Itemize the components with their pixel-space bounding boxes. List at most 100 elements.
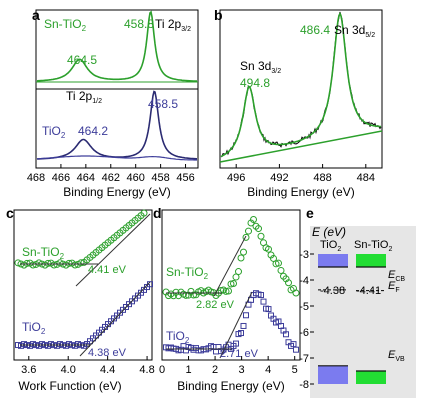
sn-tio2-marker	[257, 232, 265, 240]
sn-tio2-marker	[232, 273, 240, 281]
panel-a-ti2p12-label: Ti 2p1/2	[66, 89, 102, 105]
tio2-marker	[233, 340, 239, 347]
x-tick-label: 0	[159, 364, 165, 376]
x-tick-label: 492	[270, 172, 288, 184]
sn-tio2-marker	[222, 287, 230, 295]
panel-e-band-diagram: e E (eV) -3 -4 -5 -6 -7 -8 TiO2 Sn-TiO2 -4.38…	[299, 205, 416, 398]
tio2-marker	[265, 306, 272, 313]
panel-e-y-ticks: -3 -4 -5 -6 -7 -8	[299, 249, 314, 391]
panel-c-tio2-markers	[15, 281, 153, 349]
panel-e-label: e	[306, 205, 314, 221]
sn-tio2-marker	[245, 227, 252, 235]
panel-e-ecb-label: ECB	[388, 269, 405, 283]
panel-d-sn-tio2-markers	[162, 215, 300, 300]
panel-c-work-function: c 3.6 4.0 4.4 4.8 Sn-TiO2 4.41 eV TiO2 4.38…	[6, 205, 155, 393]
sn-tio2-marker	[182, 291, 190, 299]
y-tick-label: -8	[299, 379, 309, 391]
panel-c-x-axis-label: Work Function (eV)	[18, 379, 121, 393]
panel-d-sn-series-label: Sn-TiO2	[166, 265, 209, 281]
panel-e-sn-tio2-valence-band	[356, 371, 386, 384]
sn-tio2-marker	[292, 289, 300, 297]
x-tick-label: 464	[77, 172, 95, 184]
x-tick-label: 456	[176, 172, 194, 184]
tio2-marker	[258, 292, 264, 299]
panel-a-ti-peak2-label: 458.5	[148, 97, 178, 111]
y-tick-label: -4	[299, 275, 309, 287]
panel-d-ti-slope-fit	[219, 291, 253, 359]
panel-a-ti-series-label: TiO2	[42, 124, 66, 140]
x-tick-label: 3.6	[21, 364, 36, 376]
panel-d-label: d	[153, 205, 162, 221]
panel-a-x-ticks: 468 466 464 462 460 458 456	[27, 164, 195, 184]
panel-b-sn3d32-value: 494.8	[240, 76, 270, 90]
panel-d-valence-band: d 0 1 2 3 4 5 Sn-TiO2 2.82 eV TiO2 2.71 eV Bi…	[153, 205, 301, 393]
panel-e-tio2-column-label: TiO2	[320, 239, 341, 253]
panel-a-xps-ti2p: a 468 466 464 462 460 458 456 Sn-TiO2 458.8 Ti…	[27, 7, 199, 199]
sn-tio2-marker	[255, 225, 262, 233]
x-tick-label: 484	[357, 172, 375, 184]
tio2-marker	[238, 330, 244, 337]
panel-a-sn-peak2-label: 458.8	[124, 17, 154, 31]
x-tick-label: 460	[127, 172, 145, 184]
sn-tio2-marker	[237, 254, 245, 262]
sn-tio2-marker	[217, 287, 225, 295]
sn-tio2-marker	[190, 291, 197, 299]
panel-d-ti-series-label: TiO2	[166, 329, 190, 345]
panel-c-ti-slope-fit	[79, 281, 151, 357]
panel-b-fit-curve	[220, 12, 381, 158]
tio2-marker	[243, 312, 249, 319]
tio2-marker	[260, 298, 267, 305]
panel-e-sn-tio2-column-label: Sn-TiO2	[354, 239, 392, 253]
panel-a-ti-peak1-label: 464.2	[78, 124, 108, 138]
x-tick-label: 1	[185, 364, 191, 376]
panel-b-background-line	[219, 130, 383, 163]
x-tick-label: 4.8	[139, 364, 154, 376]
panel-d-sn-slope-fit	[213, 235, 247, 297]
panel-c-label: c	[6, 205, 14, 221]
panel-a-sn-tio2-curve	[36, 10, 197, 82]
x-tick-label: 2	[212, 364, 218, 376]
panel-c-sn-series-label: Sn-TiO2	[22, 245, 65, 261]
tio2-marker	[290, 341, 297, 348]
panel-e-tio2-valence-band	[318, 365, 348, 384]
panel-c-sn-slope-fit	[75, 213, 151, 287]
x-tick-label: 4	[265, 364, 271, 376]
x-tick-label: 488	[313, 172, 331, 184]
panel-a-ti2p32-label: Ti 2p3/2	[155, 17, 191, 33]
panel-d-ti-vb-label: 2.71 eV	[220, 348, 259, 360]
panel-e-y-axis-label: E (eV)	[312, 225, 346, 239]
sn-tio2-marker	[77, 259, 85, 267]
panel-b-frame	[219, 9, 383, 169]
y-tick-label: -5	[299, 301, 309, 313]
panel-d-x-axis-label: Binding Energy (eV)	[177, 379, 284, 393]
y-tick-label: -7	[299, 353, 309, 365]
panel-a-x-axis-label: Binding Energy (eV)	[63, 185, 170, 199]
panel-b-sn3d52-label: Sn 3d5/2	[334, 23, 375, 39]
panel-b-label: b	[214, 7, 223, 23]
sn-tio2-marker	[242, 233, 250, 241]
sn-tio2-marker	[50, 261, 58, 269]
y-tick-label: -6	[299, 327, 309, 339]
sn-tio2-marker	[265, 245, 272, 253]
x-tick-label: 468	[27, 172, 45, 184]
panel-c-sn-wf-label: 4.41 eV	[88, 264, 127, 276]
tio2-marker	[293, 346, 299, 353]
x-tick-label: 496	[227, 172, 245, 184]
sn-tio2-marker	[140, 209, 148, 217]
panel-c-sn-tio2-markers	[14, 209, 148, 269]
panel-c-x-ticks: 3.6 4.0 4.4 4.8	[21, 356, 155, 376]
panel-d-frame	[161, 209, 301, 361]
x-tick-label: 458	[151, 172, 169, 184]
tio2-marker	[283, 331, 289, 338]
panel-d-x-ticks: 0 1 2 3 4 5	[159, 356, 298, 376]
panel-e-sn-tio2-ef-value: -4.41	[356, 285, 381, 297]
x-tick-label: 4.0	[61, 364, 76, 376]
panel-b-sn3d32-label: Sn 3d3/2	[240, 59, 281, 75]
panel-a-sn-series-label: Sn-TiO2	[44, 17, 87, 33]
panel-b-sn3d52-value: 486.4	[300, 23, 330, 37]
sn-tio2-marker	[250, 215, 257, 223]
sn-tio2-marker	[285, 279, 292, 287]
sn-tio2-marker	[227, 280, 235, 288]
panel-e-evb-label: EVB	[388, 349, 405, 363]
